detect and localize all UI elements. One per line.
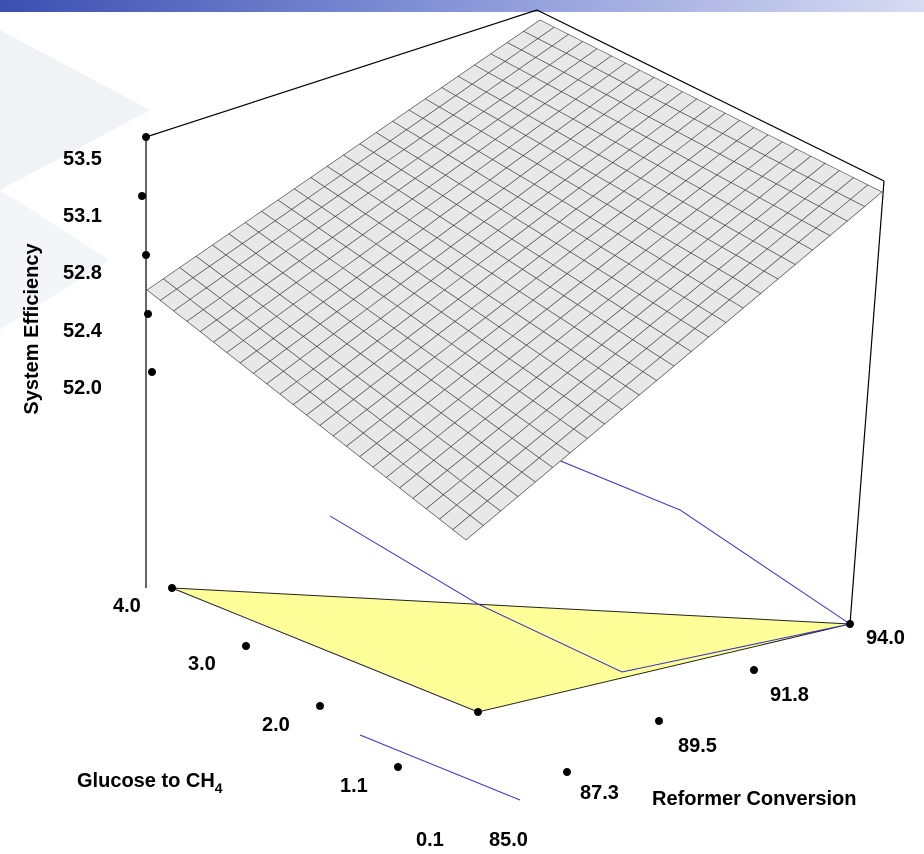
contour-line: [329, 515, 851, 673]
background-watermark: [0, 30, 150, 190]
z-tick-labels: 53.5 53.1 52.8 52.4 52.0: [63, 148, 103, 399]
y-tick-label: 3.0: [188, 653, 216, 675]
tick-dot: [148, 368, 156, 376]
y-axis-title-main: Glucose to CH: [77, 770, 215, 792]
box-frame: [145, 9, 885, 625]
contour-lines: [329, 454, 851, 801]
y-axis-title-subscript: 4: [215, 780, 223, 796]
tick-dot: [144, 310, 152, 318]
y-tick-label: 4.0: [113, 595, 141, 617]
surface-cell: [523, 19, 555, 39]
z-tick-label: 53.5: [63, 148, 102, 170]
tick-dot: [655, 717, 663, 725]
z-tick-label: 52.0: [63, 377, 102, 399]
tick-dot: [242, 642, 250, 650]
y-axis-title: Glucose to CH4: [77, 770, 223, 796]
x-tick-label: 94.0: [866, 627, 905, 649]
tick-dot: [563, 768, 571, 776]
y-tick-labels: 4.0 3.0 2.0 1.1 0.1: [113, 595, 444, 851]
z-tick-label: 52.8: [63, 262, 102, 284]
tick-dot: [138, 192, 146, 200]
x-tick-labels: 85.0 87.3 89.5 91.8 94.0: [489, 627, 905, 851]
contour-line: [545, 454, 851, 625]
x-tick-label: 87.3: [580, 782, 619, 804]
z-axis-title: System Efficiency: [21, 243, 43, 415]
y-tick-label: 1.1: [340, 775, 368, 797]
y-tick-label: 2.0: [262, 714, 290, 736]
tick-dot: [750, 666, 758, 674]
x-tick-label: 89.5: [678, 735, 717, 757]
tick-dot: [142, 251, 150, 259]
z-tick-label: 52.4: [63, 320, 103, 342]
tick-dot: [168, 584, 176, 592]
tick-dot: [316, 702, 324, 710]
contour-line: [359, 734, 521, 801]
x-tick-label: 85.0: [489, 829, 528, 851]
y-tick-label: 0.1: [416, 829, 444, 851]
top-accent-bar: [0, 0, 924, 12]
floor-contour-plane: [171, 587, 851, 713]
response-surface: [146, 19, 883, 541]
x-axis-title: Reformer Conversion: [652, 788, 857, 810]
z-tick-label: 53.1: [63, 205, 102, 227]
x-tick-label: 91.8: [770, 684, 809, 706]
tick-dot: [394, 763, 402, 771]
tick-dot: [142, 133, 150, 141]
tick-dot: [846, 620, 854, 628]
tick-dot: [474, 708, 482, 716]
tick-markers: [138, 133, 854, 776]
